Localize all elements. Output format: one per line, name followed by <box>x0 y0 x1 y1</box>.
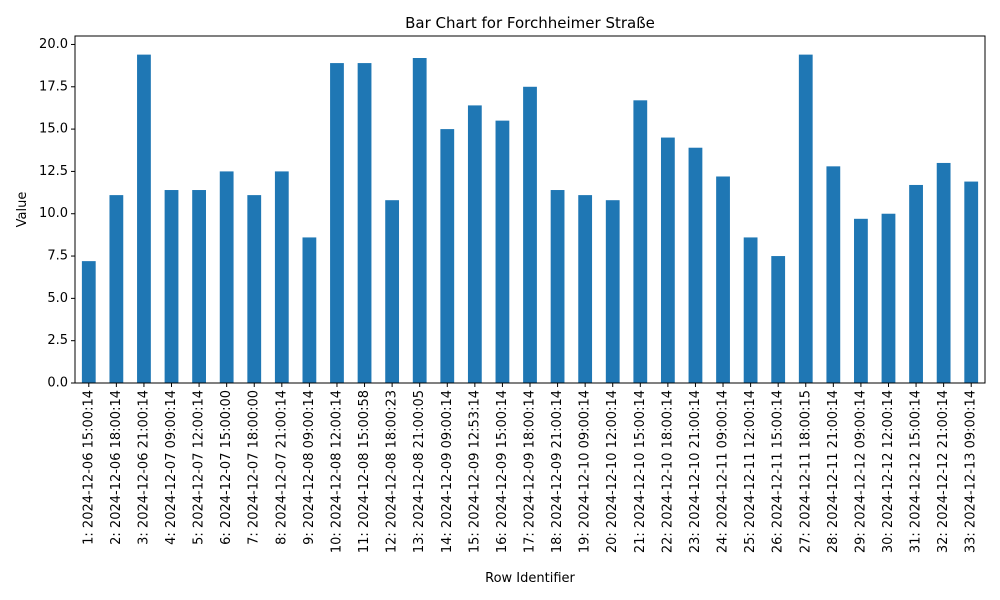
bar-10 <box>330 63 344 383</box>
x-tick-label: 2: 2024-12-06 18:00:14 <box>109 390 124 545</box>
x-tick-label: 1: 2024-12-06 15:00:14 <box>81 390 96 545</box>
x-tick-label: 9: 2024-12-08 09:00:14 <box>302 390 317 545</box>
bar-21 <box>633 100 648 383</box>
y-tick-label: 12.5 <box>39 164 68 179</box>
plot-frame <box>74 35 986 384</box>
bar-5 <box>192 190 206 383</box>
x-tick-label: 22: 2024-12-10 18:00:14 <box>660 390 675 553</box>
x-tick-label: 16: 2024-12-09 15:00:14 <box>495 390 510 553</box>
bar-9 <box>302 237 317 383</box>
bar-18 <box>550 190 565 383</box>
x-tick-label: 12: 2024-12-08 18:00:23 <box>385 390 400 553</box>
bar-12 <box>385 200 400 383</box>
bar-14 <box>440 129 455 383</box>
x-tick-label: 15: 2024-12-09 12:53:14 <box>467 390 482 553</box>
bar-4 <box>164 190 179 383</box>
bar-22 <box>660 137 675 383</box>
x-axis: 1: 2024-12-06 15:00:14 2: 2024-12-06 18:0… <box>81 383 979 553</box>
bar-15 <box>467 105 482 384</box>
x-tick-label: 27: 2024-12-11 18:00:15 <box>798 390 813 553</box>
y-tick-label: 17.5 <box>39 79 68 94</box>
x-tick-label: 8: 2024-12-07 21:00:14 <box>274 390 289 545</box>
x-tick-label: 3: 2024-12-06 21:00:14 <box>136 390 151 545</box>
bar-33 <box>964 181 979 383</box>
y-tick-label: 10.0 <box>39 206 68 221</box>
y-tick-label: 15.0 <box>39 122 68 137</box>
bars-layer <box>81 54 979 384</box>
bar-16 <box>495 120 510 383</box>
bar-11 <box>357 63 372 383</box>
y-tick-label: 2.5 <box>47 333 68 348</box>
bar-26 <box>771 256 786 383</box>
bar-29 <box>854 218 868 383</box>
chart-title: Bar Chart for Forchheimer Straße <box>405 14 655 32</box>
bar-24 <box>716 176 730 383</box>
bar-13 <box>412 58 427 383</box>
bar-23 <box>688 147 703 383</box>
bar-6 <box>219 171 234 383</box>
bar-28 <box>826 166 841 383</box>
x-tick-label: 19: 2024-12-10 09:00:14 <box>578 390 593 553</box>
y-axis-title: Value <box>15 192 30 228</box>
x-tick-label: 32: 2024-12-12 21:00:14 <box>936 390 951 553</box>
x-tick-label: 30: 2024-12-12 12:00:14 <box>881 390 896 553</box>
bar-17 <box>523 86 537 383</box>
bar-3 <box>137 54 151 384</box>
y-tick-label: 0.0 <box>47 376 68 391</box>
bar-20 <box>605 200 620 383</box>
y-axis: 0.0 2.5 5.0 7.5 10.0 12.5 15.0 17.5 20.0 <box>39 37 75 391</box>
x-tick-label: 6: 2024-12-07 15:00:00 <box>219 390 234 545</box>
bar-32 <box>936 162 951 383</box>
x-tick-label: 18: 2024-12-09 21:00:14 <box>550 390 565 553</box>
x-tick-label: 11: 2024-12-08 15:00:58 <box>357 390 372 553</box>
x-tick-label: 5: 2024-12-07 12:00:14 <box>192 390 207 545</box>
bar-1 <box>81 261 96 383</box>
x-axis-title: Row Identifier <box>485 571 575 586</box>
bar-27 <box>798 54 813 384</box>
x-tick-label: 20: 2024-12-10 12:00:14 <box>605 390 620 553</box>
x-tick-label: 13: 2024-12-08 21:00:05 <box>412 390 427 553</box>
x-tick-label: 33: 2024-12-13 09:00:14 <box>964 390 979 553</box>
x-tick-label: 23: 2024-12-10 21:00:14 <box>688 390 703 553</box>
x-tick-label: 7: 2024-12-07 18:00:00 <box>247 390 262 545</box>
y-tick-label: 7.5 <box>47 249 68 264</box>
x-tick-label: 4: 2024-12-07 09:00:14 <box>164 390 179 545</box>
x-tick-label: 31: 2024-12-12 15:00:14 <box>909 390 924 553</box>
x-tick-label: 10: 2024-12-08 12:00:14 <box>329 390 344 553</box>
y-tick-label: 20.0 <box>39 37 68 52</box>
x-tick-label: 28: 2024-12-11 21:00:14 <box>826 390 841 553</box>
x-tick-label: 29: 2024-12-12 09:00:14 <box>853 390 868 553</box>
y-tick-label: 5.0 <box>47 291 68 306</box>
bar-19 <box>578 195 593 383</box>
x-tick-label: 21: 2024-12-10 15:00:14 <box>633 390 648 553</box>
x-tick-label: 24: 2024-12-11 09:00:14 <box>716 390 731 553</box>
bar-25 <box>743 237 758 383</box>
x-tick-label: 25: 2024-12-11 12:00:14 <box>743 390 758 553</box>
bar-7 <box>247 195 262 383</box>
x-tick-label: 26: 2024-12-11 15:00:14 <box>771 390 786 553</box>
bar-31 <box>909 184 923 383</box>
x-tick-label: 14: 2024-12-09 09:00:14 <box>440 390 455 553</box>
x-tick-label: 17: 2024-12-09 18:00:14 <box>523 390 538 553</box>
bar-2 <box>109 195 124 383</box>
bar-30 <box>881 213 896 383</box>
bar-8 <box>274 171 289 383</box>
